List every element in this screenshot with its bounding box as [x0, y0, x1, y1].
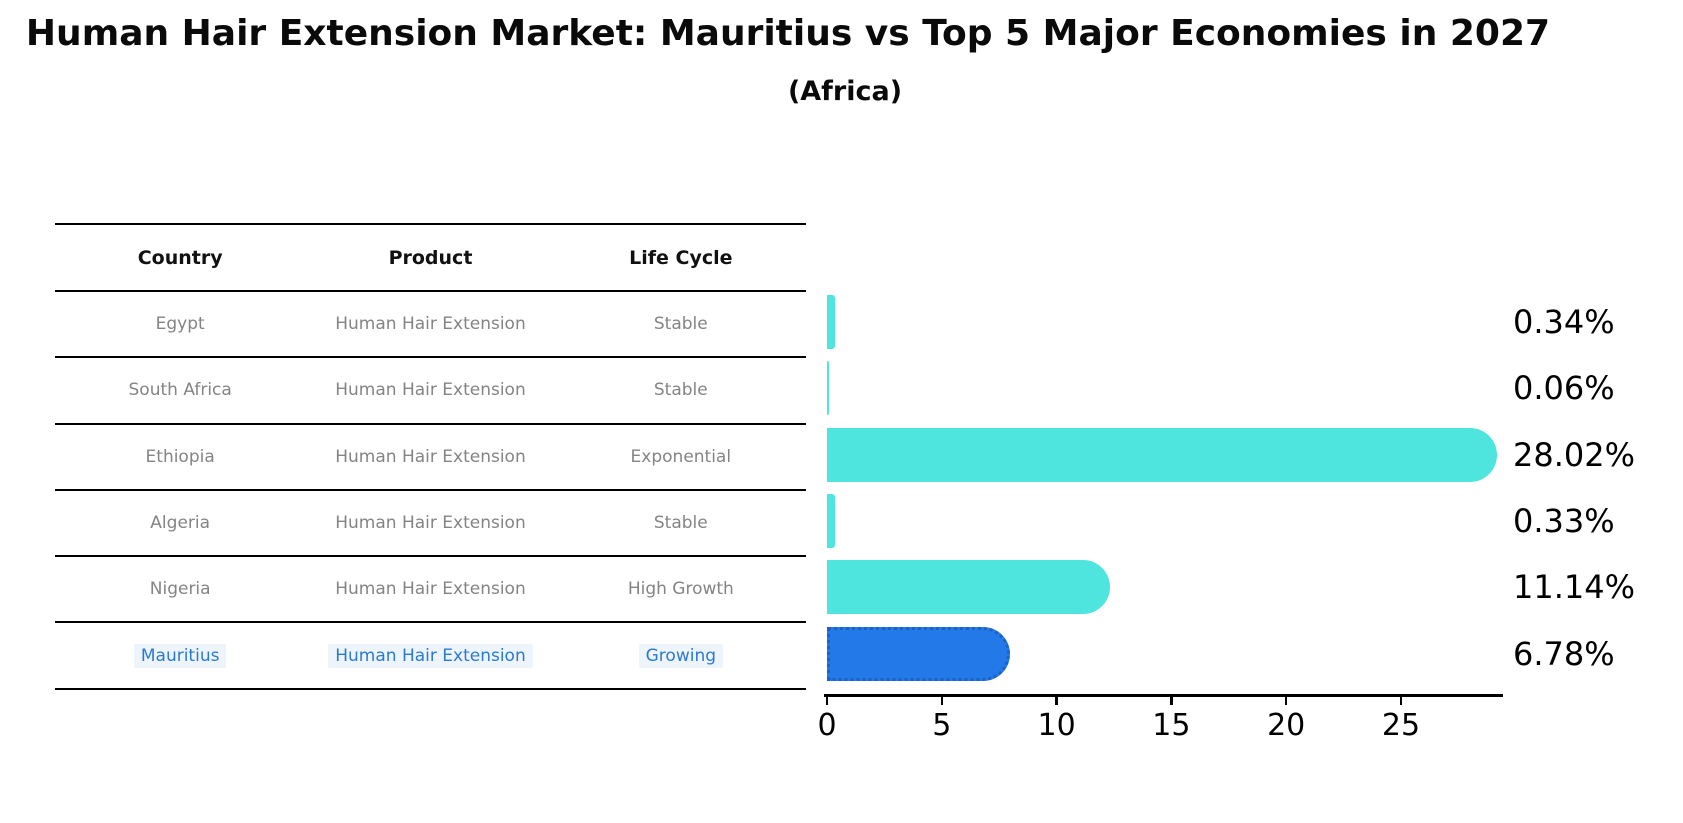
x-tick	[1170, 696, 1173, 705]
table-row: Nigeria Human Hair Extension High Growth	[55, 557, 806, 624]
bar-value-label: 6.78%	[1513, 634, 1615, 673]
bar-value-label: 0.06%	[1513, 369, 1615, 408]
chart-subtitle: (Africa)	[787, 76, 903, 107]
country-cell: South Africa	[128, 380, 232, 401]
table-row: Algeria Human Hair Extension Stable	[55, 491, 806, 558]
x-tick-label: 5	[932, 708, 952, 743]
life-cycle-cell: High Growth	[627, 579, 734, 600]
life-cycle-cell: Stable	[653, 314, 708, 335]
x-tick-label: 0	[817, 708, 837, 743]
x-tick	[1055, 696, 1058, 705]
table-row: South Africa Human Hair Extension Stable	[55, 358, 806, 425]
life-cycle-cell: Stable	[653, 513, 708, 534]
life-cycle-cell: Growing	[556, 643, 806, 668]
life-cycle-cell: Exponential	[630, 446, 732, 467]
product-cell: Human Hair Extension	[305, 643, 555, 668]
table-header-product: Product	[388, 246, 473, 269]
product-cell: Human Hair Extension	[335, 380, 526, 401]
x-tick	[940, 696, 944, 705]
x-tick	[1284, 696, 1288, 705]
country-cell: Mauritius	[55, 643, 305, 668]
x-tick	[825, 696, 829, 705]
bar-nigeria	[827, 560, 1110, 615]
chart-title: Human Hair Extension Market: Mauritius v…	[25, 13, 1551, 54]
bar-algeria	[827, 493, 835, 548]
table-header-row: Country Product Life Cycle	[55, 225, 806, 292]
x-tick-label: 10	[1037, 708, 1076, 743]
country-table: Country Product Life Cycle Egypt Human Ha…	[55, 223, 806, 690]
x-tick-label: 20	[1267, 708, 1306, 743]
bar-south-africa	[827, 361, 829, 416]
x-tick	[1399, 696, 1403, 705]
country-cell: Nigeria	[149, 579, 211, 600]
x-tick-label: 25	[1381, 708, 1421, 743]
product-cell: Human Hair Extension	[335, 513, 526, 534]
table-row: Ethiopia Human Hair Extension Exponential	[55, 425, 806, 491]
table-row: Mauritius Human Hair Extension Growing	[55, 623, 806, 690]
country-cell: Algeria	[150, 513, 211, 534]
table-header-life-cycle: Life Cycle	[629, 246, 733, 269]
x-tick-label: 15	[1152, 708, 1191, 743]
bar-value-label: 28.02%	[1513, 435, 1636, 474]
bar-value-label: 0.33%	[1513, 501, 1615, 540]
product-cell: Human Hair Extension	[335, 446, 526, 467]
bar-value-label: 11.14%	[1513, 568, 1636, 607]
bar-ethiopia	[827, 427, 1498, 482]
bar-mauritius	[827, 626, 1010, 681]
bar-value-label: 0.34%	[1513, 303, 1615, 341]
table-body: Egypt Human Hair Extension Stable South Afr…	[55, 292, 806, 690]
table-row: Egypt Human Hair Extension Stable	[55, 292, 806, 359]
product-cell: Human Hair Extension	[335, 579, 526, 600]
country-cell: Ethiopia	[145, 446, 215, 467]
life-cycle-cell: Stable	[653, 380, 708, 401]
country-cell: Egypt	[155, 314, 205, 335]
product-cell: Human Hair Extension	[335, 314, 526, 335]
x-axis	[824, 694, 1503, 697]
bar-egypt	[827, 295, 835, 349]
table-header-country: Country	[137, 246, 223, 269]
